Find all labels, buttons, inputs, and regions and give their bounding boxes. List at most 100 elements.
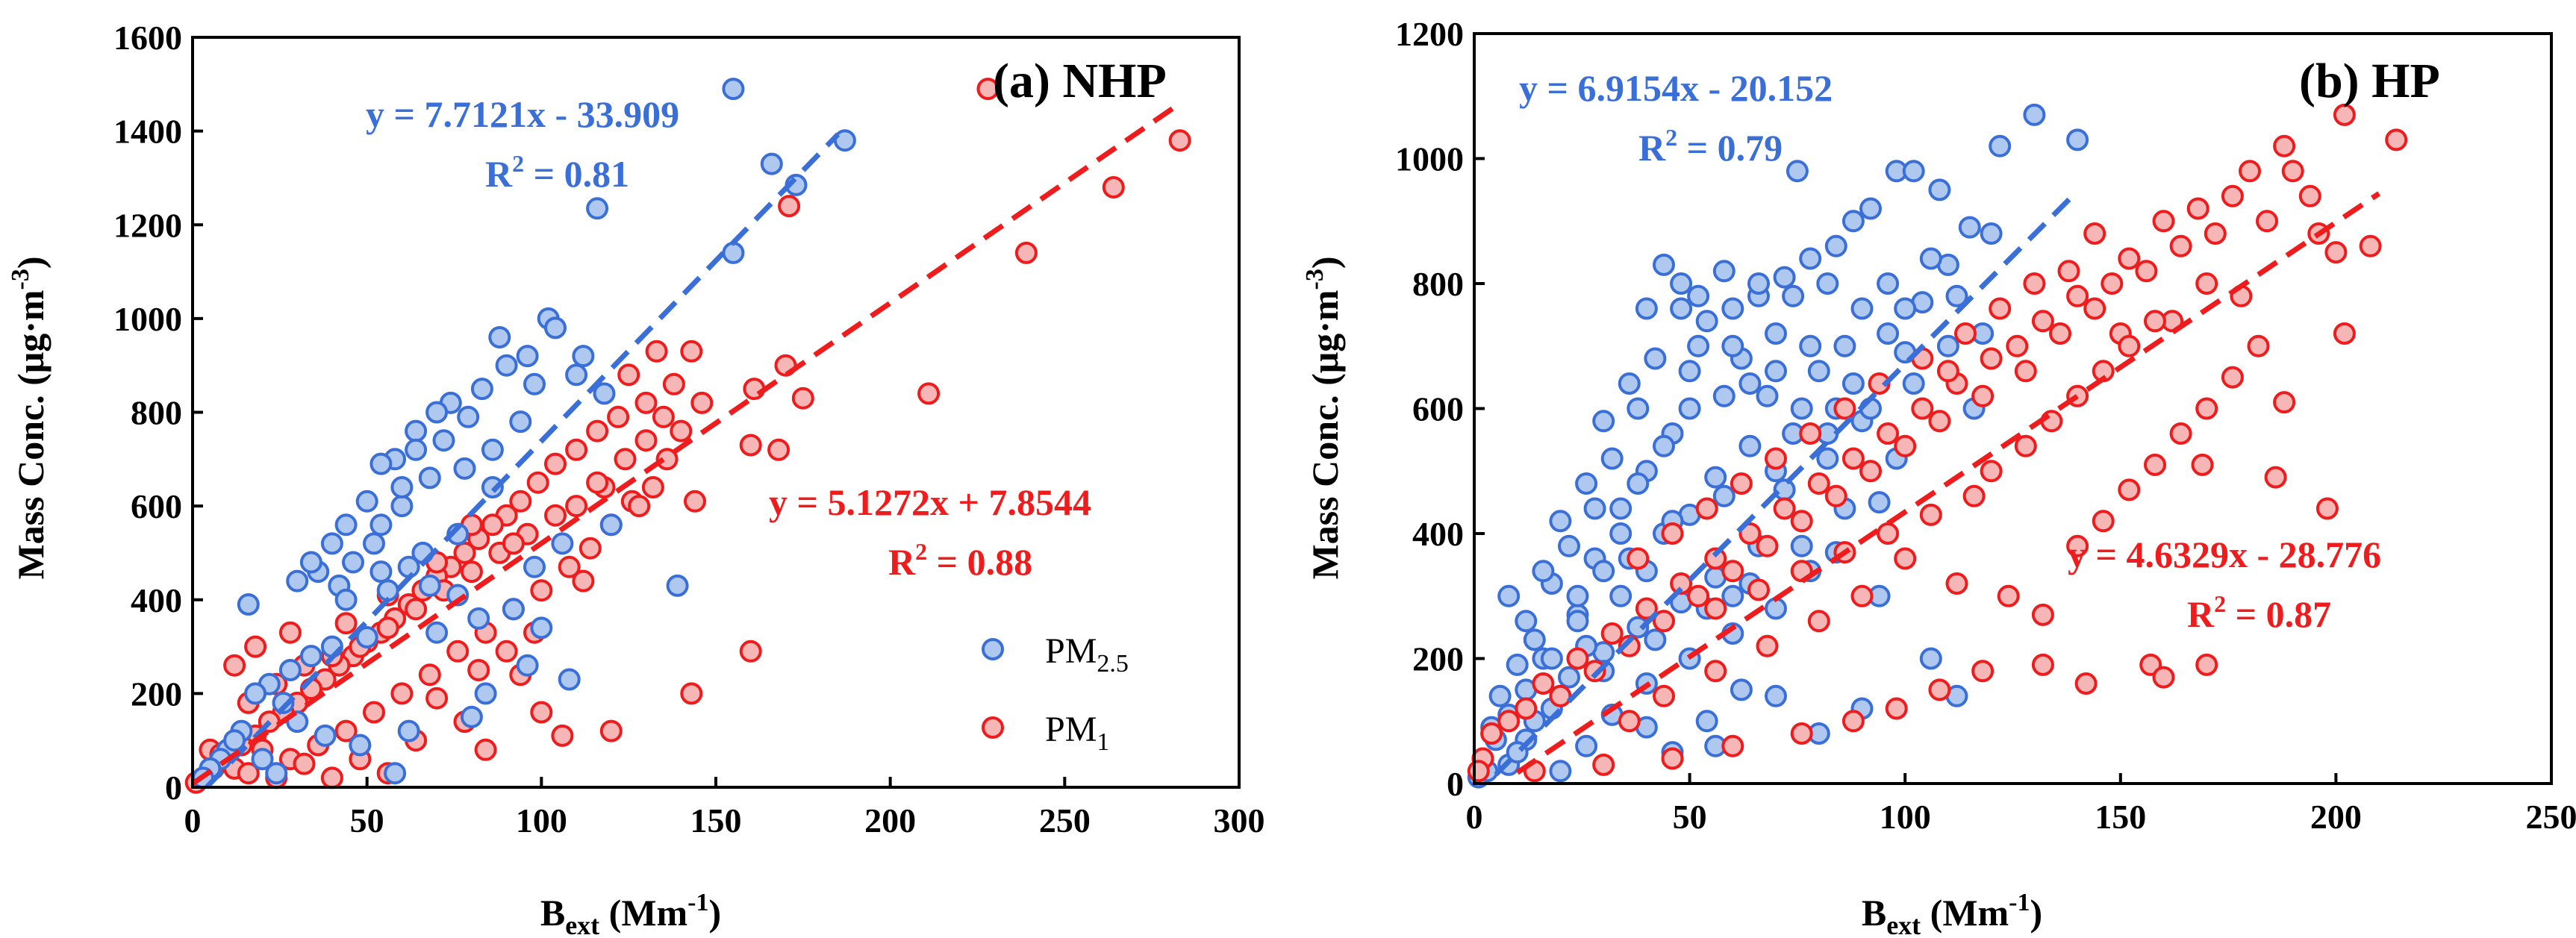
panel-b-y-axis-label: Mass Conc. (μg·m-3) (1301, 256, 1346, 579)
panel-b-pm25-point (1627, 472, 1650, 495)
panel-b-pm25-point (1558, 534, 1580, 557)
panel-b-pm25-point (1618, 372, 1641, 395)
panel-a-y-tick-label: 1400 (113, 113, 182, 151)
panel-b-pm25-point (1790, 397, 1813, 420)
panel-a-pm1-point (334, 719, 358, 742)
panel-b-pm1-point (1566, 647, 1589, 670)
panel-b-pm1-point (2057, 260, 2080, 283)
panel-a-pm1-point (680, 682, 703, 705)
panel-b-pm1-point (1532, 672, 1555, 695)
panel-b-pm25-point (1980, 222, 2003, 245)
panel-a-pm25-point (474, 682, 497, 705)
panel-b-pm1-point (1497, 710, 1521, 733)
panel-a-pm1-point (418, 663, 441, 687)
panel-b-pm1-point (1824, 484, 1847, 507)
panel-b-pm1-point (2264, 466, 2287, 489)
panel-b-pm1-point (1592, 753, 1615, 776)
panel-b-pm1-point (2049, 322, 2071, 345)
panel-b-pm25-point (1678, 360, 1701, 383)
legend-pm25-label: PM2.5 (1045, 631, 1129, 678)
r2-symbol: R (1638, 127, 1666, 169)
panel-a-pm1-point (614, 448, 637, 471)
panel-a-pm25-point (342, 551, 364, 574)
panel-a-pm25-point (286, 569, 309, 592)
panel-b-pm1-point (1807, 472, 1830, 495)
panel-b-pm1-point (1747, 578, 1770, 601)
panel-b-pm1-point (1618, 634, 1641, 657)
panel-a-pm1-point (917, 382, 941, 405)
panel-a-pm25-point (278, 659, 302, 681)
panel-a-pm25-point (390, 476, 414, 498)
panel-b-pm25-point (1773, 266, 1796, 289)
r2-superscript: 2 (1665, 124, 1677, 151)
panel-b-pm25-point (1738, 434, 1762, 457)
panel-a-x-tick-label: 50 (350, 801, 384, 839)
panel-b-pm1-point (1954, 322, 1977, 345)
panel-b-pm25-point (1670, 272, 1693, 295)
r2-symbol: R (888, 541, 916, 583)
panel-b-pm25-point (1877, 322, 1900, 345)
panel-b-pm25-point (1919, 647, 1942, 670)
panel-b-pm25-point (1532, 560, 1555, 583)
panel-b-pm1-point (2066, 284, 2089, 307)
panel-b-pm25-point (1558, 666, 1580, 689)
panel-a-pm25-point (369, 560, 393, 584)
panel-b-pm25-point (1712, 484, 1735, 507)
panel-b-pm25-point (2066, 128, 2089, 151)
panel-b-pm25-r2: R2 = 0.79 (1638, 124, 1783, 169)
panel-a-pm25-point (418, 574, 441, 597)
panel-b-pm1-point (1730, 472, 1753, 495)
panel-a-pm1-point (1102, 176, 1125, 198)
panel-b-pm25-point (1523, 628, 1546, 651)
panel-b-pm1-point (1877, 522, 1900, 545)
panel-a-x-tick-label: 0 (184, 801, 202, 839)
panel-b-pm1-point (1911, 397, 1934, 420)
panel-a-pm25-point (237, 593, 260, 616)
panel-b-pm1-point (1962, 484, 1986, 507)
panel-a-pm1-point (551, 724, 574, 747)
panel-a-label: (a) NHP (993, 54, 1167, 108)
panel-a-pm25-point (599, 513, 623, 537)
panel-a-pm25-point (299, 645, 322, 668)
panel-a-pm1-point (530, 701, 553, 724)
panel-b-pm1-point (1989, 297, 2012, 320)
panel-b-pm1-point (2385, 128, 2408, 151)
panel-a-pm25-point (397, 555, 420, 578)
r2-symbol: R (2187, 593, 2215, 635)
panel-a-pm1-point (767, 438, 790, 461)
panel-a-pm1-point (641, 476, 664, 498)
panel-a-pm1-point (509, 490, 532, 513)
panel-a-pm1-point (791, 387, 814, 410)
panel-b-pm1-point (1600, 622, 1624, 645)
panel-b-pm1-point (1765, 447, 1787, 470)
panel-a-pm25-point (363, 532, 385, 555)
panel-b-pm25-point (1644, 347, 1667, 370)
panel-b-pm1-point (2031, 603, 2054, 626)
panel-b-pm25-point (1902, 372, 1925, 395)
panel-a-pm25-point (405, 438, 428, 461)
panel-a-pm1-point (655, 448, 679, 471)
panel-b-pm1-point (1635, 597, 1658, 620)
panel-b-pm1-point (2023, 272, 2046, 295)
panel-a-pm1-point (278, 621, 302, 644)
panel-b-pm25-point (1695, 710, 1718, 733)
r2-superscript: 2 (2214, 590, 2226, 617)
panel-a-y-tick-label: 1200 (113, 206, 182, 244)
panel-a-pm25-point (244, 682, 267, 705)
r2-value: = 0.81 (524, 153, 629, 195)
panel-b-pm25-point (1786, 160, 1809, 183)
panel-a-x-ticks: 0 50 100 150 200 250 300 (184, 777, 1265, 839)
panel-b-pm1-point (2315, 497, 2339, 520)
panel-b-pm1-point (1627, 547, 1650, 570)
panel-b-pm1-point (2195, 653, 2218, 676)
panel-a-pm1-point (684, 490, 706, 513)
panel-a-pm25-point (481, 438, 504, 461)
panel-b-pm1-point (2221, 366, 2244, 389)
panel-b-pm1-point (1971, 384, 1995, 407)
panel-a-pm25-point (722, 78, 745, 101)
panel-a-pm25-point (833, 129, 856, 152)
panel-a-pm1-point (544, 452, 567, 475)
panel-b-x-tick-label: 100 (1880, 798, 1931, 836)
panel-a-pm25-point (334, 513, 358, 537)
panel-b-pm1-point (1515, 697, 1538, 720)
